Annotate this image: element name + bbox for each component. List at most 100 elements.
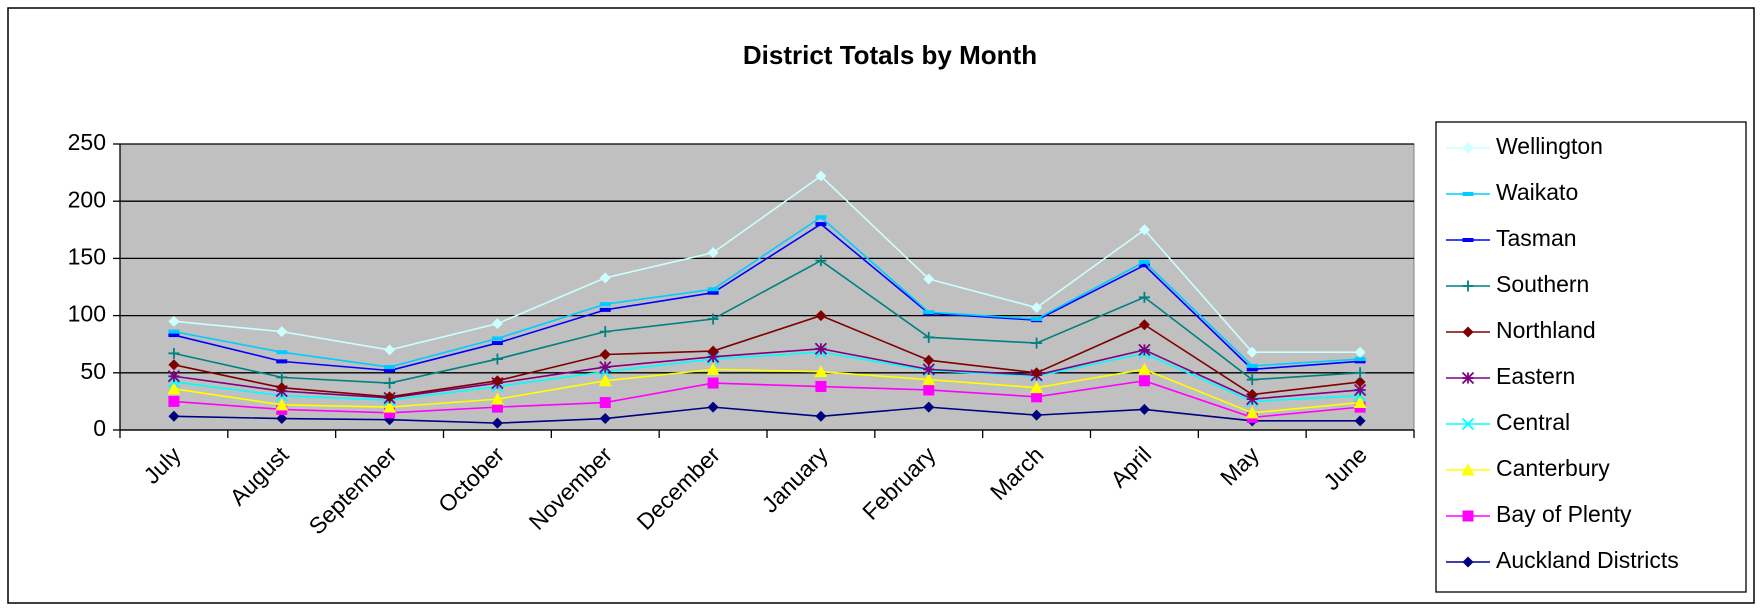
marker-shape <box>275 398 289 411</box>
marker <box>1462 556 1474 568</box>
marker-shape <box>1138 319 1150 331</box>
marker <box>1138 319 1150 331</box>
marker <box>814 342 828 355</box>
legend-label: Tasman <box>1496 225 1577 251</box>
marker <box>1138 224 1150 236</box>
marker <box>168 359 180 371</box>
marker-shape <box>707 287 719 292</box>
marker <box>276 382 288 394</box>
marker-shape <box>1246 367 1258 372</box>
marker-shape <box>1462 556 1474 568</box>
marker-shape <box>1354 357 1366 362</box>
marker-shape <box>384 407 396 419</box>
marker-shape <box>168 333 180 338</box>
marker <box>1353 396 1367 409</box>
marker <box>276 359 288 364</box>
marker-shape <box>167 382 181 395</box>
marker <box>275 398 289 411</box>
series-line <box>173 259 1361 384</box>
marker-shape <box>167 375 181 389</box>
marker-shape <box>707 345 719 357</box>
marker <box>491 336 503 341</box>
marker <box>491 318 503 330</box>
marker <box>1031 337 1043 349</box>
marker <box>1462 142 1474 154</box>
marker-shape <box>814 365 828 378</box>
marker <box>1354 376 1366 388</box>
y-tick-label: 50 <box>80 358 106 384</box>
marker <box>1354 359 1366 364</box>
marker-shape <box>1354 359 1366 364</box>
marker-shape <box>815 410 827 422</box>
marker-shape <box>1138 403 1150 415</box>
marker <box>1246 363 1258 368</box>
marker <box>1246 389 1258 401</box>
marker <box>1461 371 1475 385</box>
marker <box>1138 263 1150 268</box>
marker-shape <box>707 247 719 259</box>
marker-shape <box>922 373 936 386</box>
legend-label: Auckland Districts <box>1496 547 1679 573</box>
marker-shape <box>1353 383 1367 397</box>
marker <box>1138 375 1150 387</box>
marker <box>1138 291 1150 303</box>
marker-shape <box>1031 367 1043 379</box>
marker-shape <box>599 302 611 307</box>
marker-shape <box>1462 142 1474 154</box>
marker-shape <box>383 400 397 413</box>
marker-shape <box>599 360 612 374</box>
marker <box>923 273 935 285</box>
marker-shape <box>1245 406 1259 419</box>
marker <box>384 377 396 389</box>
marker <box>1354 357 1366 362</box>
marker <box>815 310 827 322</box>
series-line <box>173 379 1361 419</box>
y-tick-label: 0 <box>93 415 106 441</box>
marker-shape <box>599 348 611 360</box>
marker <box>167 382 181 395</box>
legend-label: Canterbury <box>1496 455 1610 481</box>
marker-shape <box>1353 396 1367 409</box>
marker <box>1031 367 1043 379</box>
marker-shape <box>1461 417 1475 431</box>
legend-box <box>1435 121 1747 593</box>
marker-shape <box>923 310 935 315</box>
marker-shape <box>707 290 719 295</box>
marker-shape <box>1031 409 1043 421</box>
marker <box>384 344 396 356</box>
marker-shape <box>491 318 503 330</box>
marker <box>922 373 936 386</box>
marker <box>167 375 181 389</box>
marker <box>168 395 180 407</box>
marker <box>490 392 504 405</box>
marker <box>1031 302 1043 314</box>
marker-shape <box>1137 362 1151 375</box>
marker <box>1462 280 1474 292</box>
marker <box>707 377 719 389</box>
marker <box>276 350 288 355</box>
legend-label: Wellington <box>1496 133 1603 159</box>
marker-shape <box>491 375 503 387</box>
marker-shape <box>276 413 288 425</box>
y-tick-label: 100 <box>68 301 106 327</box>
marker <box>168 333 180 338</box>
marker <box>599 413 611 425</box>
marker-shape <box>814 342 828 355</box>
marker <box>599 307 611 312</box>
marker <box>384 365 396 370</box>
marker <box>599 302 611 307</box>
marker <box>599 272 611 284</box>
marker-shape <box>1462 510 1474 522</box>
marker <box>1354 415 1366 427</box>
marker <box>1138 259 1150 264</box>
marker <box>1462 192 1474 196</box>
marker <box>707 401 719 413</box>
marker <box>923 384 935 396</box>
marker <box>384 407 396 419</box>
marker-shape <box>815 170 827 182</box>
marker-shape <box>168 410 180 422</box>
marker <box>168 329 180 334</box>
marker <box>1246 346 1258 358</box>
marker <box>1462 326 1474 338</box>
plot-area <box>119 143 1415 431</box>
